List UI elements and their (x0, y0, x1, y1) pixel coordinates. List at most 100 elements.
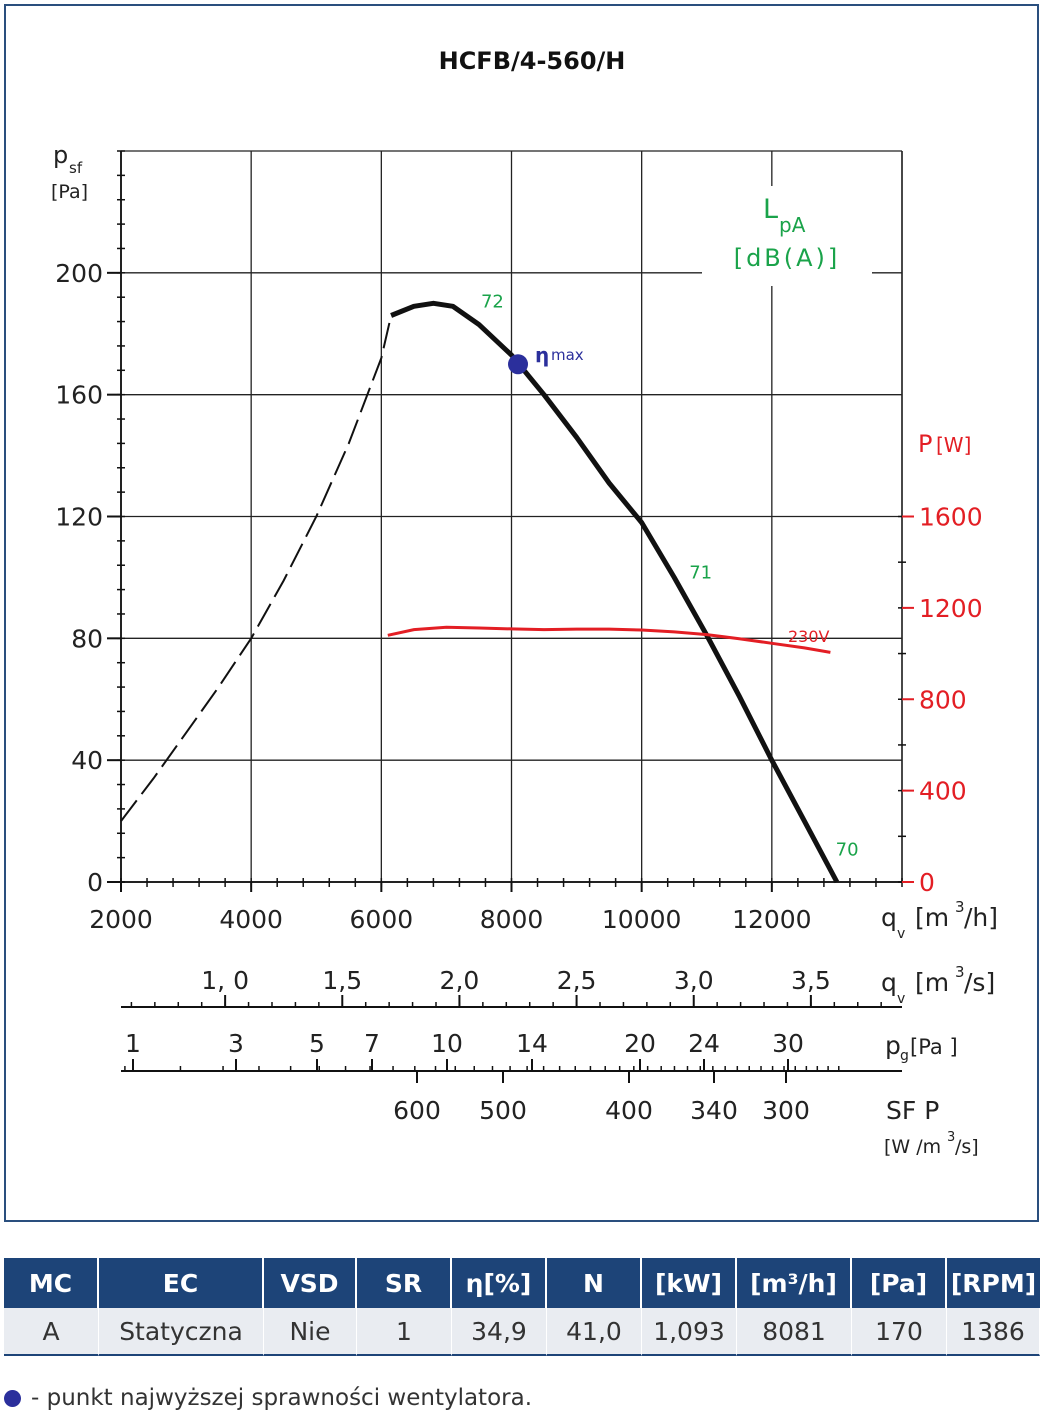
table-header-cell: N (547, 1258, 642, 1308)
table-cell: Statyczna (99, 1308, 264, 1356)
sfp-tick-label: 300 (762, 1096, 810, 1125)
x-axis-label-sub: v (897, 926, 905, 942)
sfp-tick-label: 600 (393, 1096, 441, 1125)
pg-tick-label: 20 (624, 1029, 656, 1058)
x-tick-label: 8000 (480, 905, 544, 934)
y-axis-label-sub: sf (69, 159, 83, 177)
pg-tick-label: 7 (364, 1029, 380, 1058)
y2-axis-label: P (918, 430, 932, 458)
pg-tick-label: 1 (125, 1029, 141, 1058)
table-header-cell: η[%] (452, 1258, 547, 1308)
m3s-tick-label: 2,0 (440, 966, 480, 995)
table-row: A Statyczna Nie 1 34,9 41,0 1,093 8081 170 1386 (4, 1308, 1040, 1356)
noise-legend-label: L (763, 194, 778, 225)
pg-tick-label: 3 (228, 1029, 244, 1058)
table-cell: 170 (852, 1308, 947, 1356)
m3s-tick-label: 1, 0 (201, 966, 249, 995)
y-tick-label: 0 (87, 868, 103, 897)
pg-tick-label: 5 (309, 1029, 325, 1058)
table-cell: Nie (264, 1308, 357, 1356)
y-tick-label: 160 (55, 381, 103, 410)
x-tick-label: 2000 (89, 905, 153, 934)
eta-max-point (508, 354, 529, 375)
y2-tick-label: 400 (919, 777, 967, 806)
y-tick-label: 40 (71, 746, 103, 775)
sfp-tick-label: 340 (690, 1096, 738, 1125)
sfp-axis-unit-sup: 3 (947, 1130, 955, 1145)
table-header-cell: [m³/h] (737, 1258, 852, 1308)
table-cell: 34,9 (452, 1308, 547, 1356)
sfp-axis-label: SF P (886, 1096, 939, 1125)
table-header-cell: SR (357, 1258, 452, 1308)
pg-axis-label: p (885, 1031, 901, 1060)
table-cell: 1,093 (642, 1308, 737, 1356)
eta-max-label: η (535, 343, 549, 367)
sfp-tick-label: 500 (479, 1096, 527, 1125)
table-cell: 8081 (737, 1308, 852, 1356)
m3s-axis-unit-end: /s] (964, 968, 995, 997)
x-tick-label: 12000 (732, 905, 812, 934)
sfp-axis-unit: [W /m (884, 1136, 941, 1158)
eta-max-legend-dot (4, 1389, 21, 1407)
x-tick-label: 4000 (219, 905, 283, 934)
noise-legend-unit: [dB(A)] (734, 244, 841, 272)
x-axis-label: q (881, 903, 897, 932)
table-header-cell: EC (99, 1258, 264, 1308)
noise-legend-label-sub: pA (779, 213, 806, 237)
noise-value-label: 70 (836, 840, 859, 861)
table-cell: 1 (357, 1308, 452, 1356)
y2-tick-label: 800 (919, 685, 967, 714)
m3s-tick-label: 3,5 (791, 966, 831, 995)
x-axis-unit: [m (915, 903, 949, 932)
power-curve (387, 625, 831, 654)
pg-tick-label: 14 (516, 1029, 548, 1058)
pg-axis-label-sub: g (900, 1048, 909, 1064)
legend-note: - punkt najwyższej sprawności wentylator… (4, 1385, 532, 1411)
m3s-axis-unit: [m (915, 968, 949, 997)
x-axis-unit-end: /h] (964, 903, 998, 932)
y-tick-label: 200 (55, 259, 103, 288)
y2-tick-label: 1600 (919, 503, 983, 532)
table-header-cell: [RPM] (947, 1258, 1040, 1308)
table-header-cell: VSD (264, 1258, 357, 1308)
pg-axis-unit: [Pa ] (910, 1035, 958, 1059)
table-header-cell: [kW] (642, 1258, 737, 1308)
power-curve-label: 230V (788, 627, 830, 646)
x-tick-label: 10000 (602, 905, 682, 934)
pressure-curve-unstable (120, 315, 393, 822)
table-cell: 41,0 (547, 1308, 642, 1356)
y-tick-label: 120 (55, 503, 103, 532)
y2-axis-unit: [W] (936, 433, 971, 457)
y2-tick-label: 0 (919, 868, 935, 897)
m3s-tick-label: 2,5 (557, 966, 597, 995)
x-tick-label: 6000 (350, 905, 414, 934)
x-axis-unit-sup: 3 (955, 898, 965, 916)
noise-value-label: 71 (689, 562, 712, 583)
m3s-axis-label-sub: v (897, 991, 905, 1007)
chart-frame: HCFB/4-560/H 0 40 80 120 160 200 p sf [Pa] 0 400 80… (4, 4, 1039, 1222)
noise-value-label: 72 (481, 291, 504, 312)
sfp-tick-label: 400 (605, 1096, 653, 1125)
y2-tick-label: 1200 (919, 594, 983, 623)
eta-max-label-sub: max (551, 346, 584, 364)
table-cell: A (4, 1308, 99, 1356)
m3s-tick-label: 3,0 (674, 966, 714, 995)
pg-tick-label: 10 (431, 1029, 463, 1058)
m3s-axis-unit-sup: 3 (955, 963, 965, 981)
chart-title: HCFB/4-560/H (439, 47, 626, 75)
table-header-cell: MC (4, 1258, 99, 1308)
noise-legend-background (702, 186, 872, 286)
table-header-cell: [Pa] (852, 1258, 947, 1308)
m3s-tick-label: 1,5 (322, 966, 362, 995)
y-axis-unit: [Pa] (51, 181, 88, 203)
pg-tick-label: 30 (772, 1029, 804, 1058)
sfp-axis-unit-end: /s] (955, 1136, 979, 1158)
y-axis-label: p (53, 141, 68, 169)
pressure-curve (390, 300, 840, 884)
m3s-axis-label: q (881, 968, 897, 997)
table-header-row: MC EC VSD SR η[%] N [kW] [m³/h] [Pa] [RPM] (4, 1258, 1040, 1308)
legend-note-text: - punkt najwyższej sprawności wentylator… (31, 1385, 533, 1411)
y-tick-label: 80 (71, 624, 103, 653)
pg-tick-label: 24 (688, 1029, 720, 1058)
